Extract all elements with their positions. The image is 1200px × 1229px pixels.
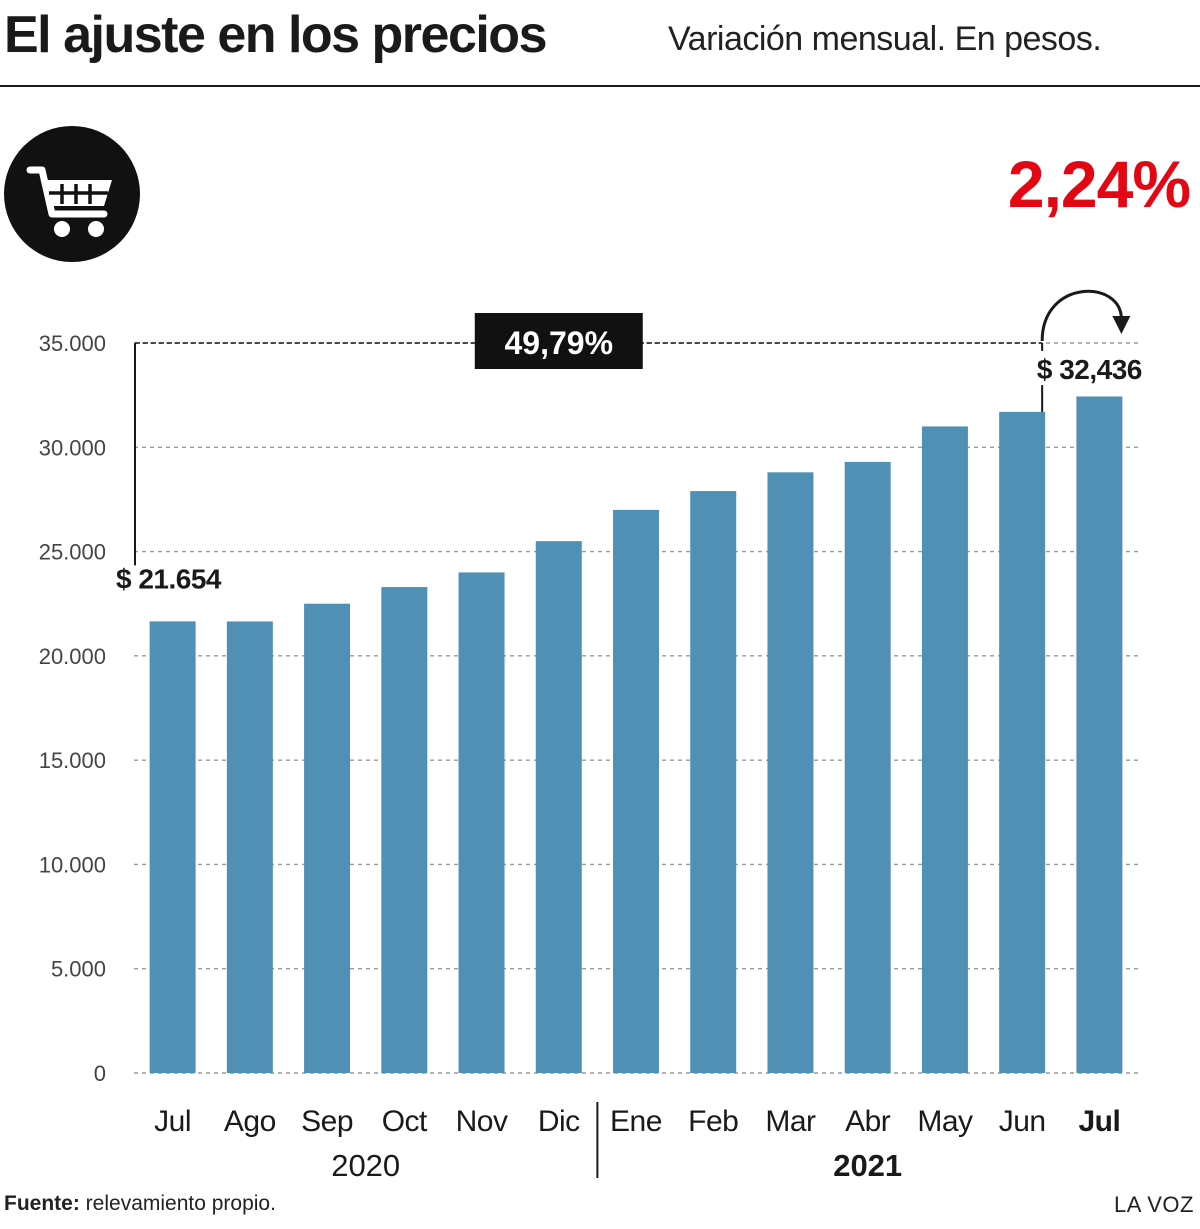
- monthly-change-percent: 2,24%: [1007, 147, 1191, 221]
- brand-name: LA VOZ: [1113, 1192, 1194, 1217]
- x-tick-label: Abr: [845, 1105, 891, 1138]
- last-value-backdrop: [1035, 351, 1160, 385]
- x-tick-label: Ene: [610, 1105, 662, 1138]
- bar-may-10: [921, 426, 968, 1073]
- source-note: Fuente: relevamiento propio.: [4, 1192, 276, 1216]
- y-tick-label: 30.000: [39, 435, 106, 460]
- x-tick-label: Jun: [999, 1105, 1046, 1138]
- bar-abr-9: [844, 461, 891, 1073]
- y-axis: 0 5.000 10.000 15.000 20.000 25.000 30.000 35.0…: [39, 331, 106, 1086]
- x-tick-label: Ago: [224, 1105, 276, 1138]
- y-tick-label: 10.000: [39, 852, 106, 877]
- chart-subtitle: Variación mensual. En pesos.: [668, 20, 1102, 58]
- bar-sep-2: [304, 603, 351, 1073]
- total-change-box: [474, 313, 643, 369]
- bar-nov-4: [458, 572, 505, 1073]
- bar-chart: 0 5.000 10.000 15.000 20.000 25.000 30.000 35.0…: [39, 289, 1160, 1183]
- bar-dic-5: [535, 541, 582, 1073]
- y-tick-label: 25.000: [39, 540, 106, 565]
- x-tick-label: Jul: [154, 1105, 191, 1138]
- bar-jul-0: [149, 621, 196, 1073]
- last-value-label: $ 32,436: [1037, 354, 1142, 385]
- x-tick-label: Dic: [538, 1105, 580, 1138]
- bars: [149, 396, 1123, 1073]
- bar-ago-1: [226, 621, 273, 1073]
- bar-feb-7: [690, 491, 737, 1073]
- chart-title: El ajuste en los precios: [4, 6, 548, 64]
- bar-ene-6: [613, 509, 659, 1073]
- x-axis: Jul Ago Sep Oct Nov Dic Ene Feb Mar Abr May Jun Jul 2…: [154, 1102, 1121, 1183]
- x-tick-label: Feb: [688, 1105, 738, 1138]
- change-arrowhead: [1112, 316, 1131, 334]
- y-tick-label: 20.000: [39, 644, 106, 669]
- x-tick-label: Nov: [456, 1105, 508, 1138]
- year-label-2020: 2020: [331, 1148, 400, 1183]
- total-change-label: 49,79%: [505, 325, 614, 361]
- annotations: 49,79% $ 21.654 $ 32,436: [116, 289, 1160, 594]
- x-tick-label: Oct: [382, 1105, 428, 1138]
- x-tick-label: Mar: [765, 1105, 816, 1138]
- source-label: Fuente:: [4, 1192, 80, 1215]
- x-tick-label: May: [917, 1105, 973, 1138]
- bar-oct-3: [381, 587, 428, 1073]
- shopping-cart-icon: [4, 126, 140, 262]
- y-tick-label: 15.000: [39, 748, 106, 773]
- source-text: relevamiento propio.: [85, 1192, 276, 1215]
- year-label-2021: 2021: [833, 1148, 902, 1183]
- first-value-label: $ 21.654: [116, 563, 222, 594]
- y-tick-label: 5.000: [51, 957, 106, 982]
- x-tick-label: Jul: [1078, 1105, 1120, 1138]
- bar-mar-8: [767, 472, 814, 1073]
- change-arrow: [1040, 289, 1123, 342]
- y-tick-label: 35.000: [39, 331, 106, 356]
- x-tick-label: Sep: [301, 1105, 353, 1138]
- bar-jun-11: [999, 411, 1046, 1073]
- bar-jul-12: [1076, 396, 1123, 1073]
- header-divider: [0, 85, 1200, 87]
- y-tick-label: 0: [94, 1061, 106, 1086]
